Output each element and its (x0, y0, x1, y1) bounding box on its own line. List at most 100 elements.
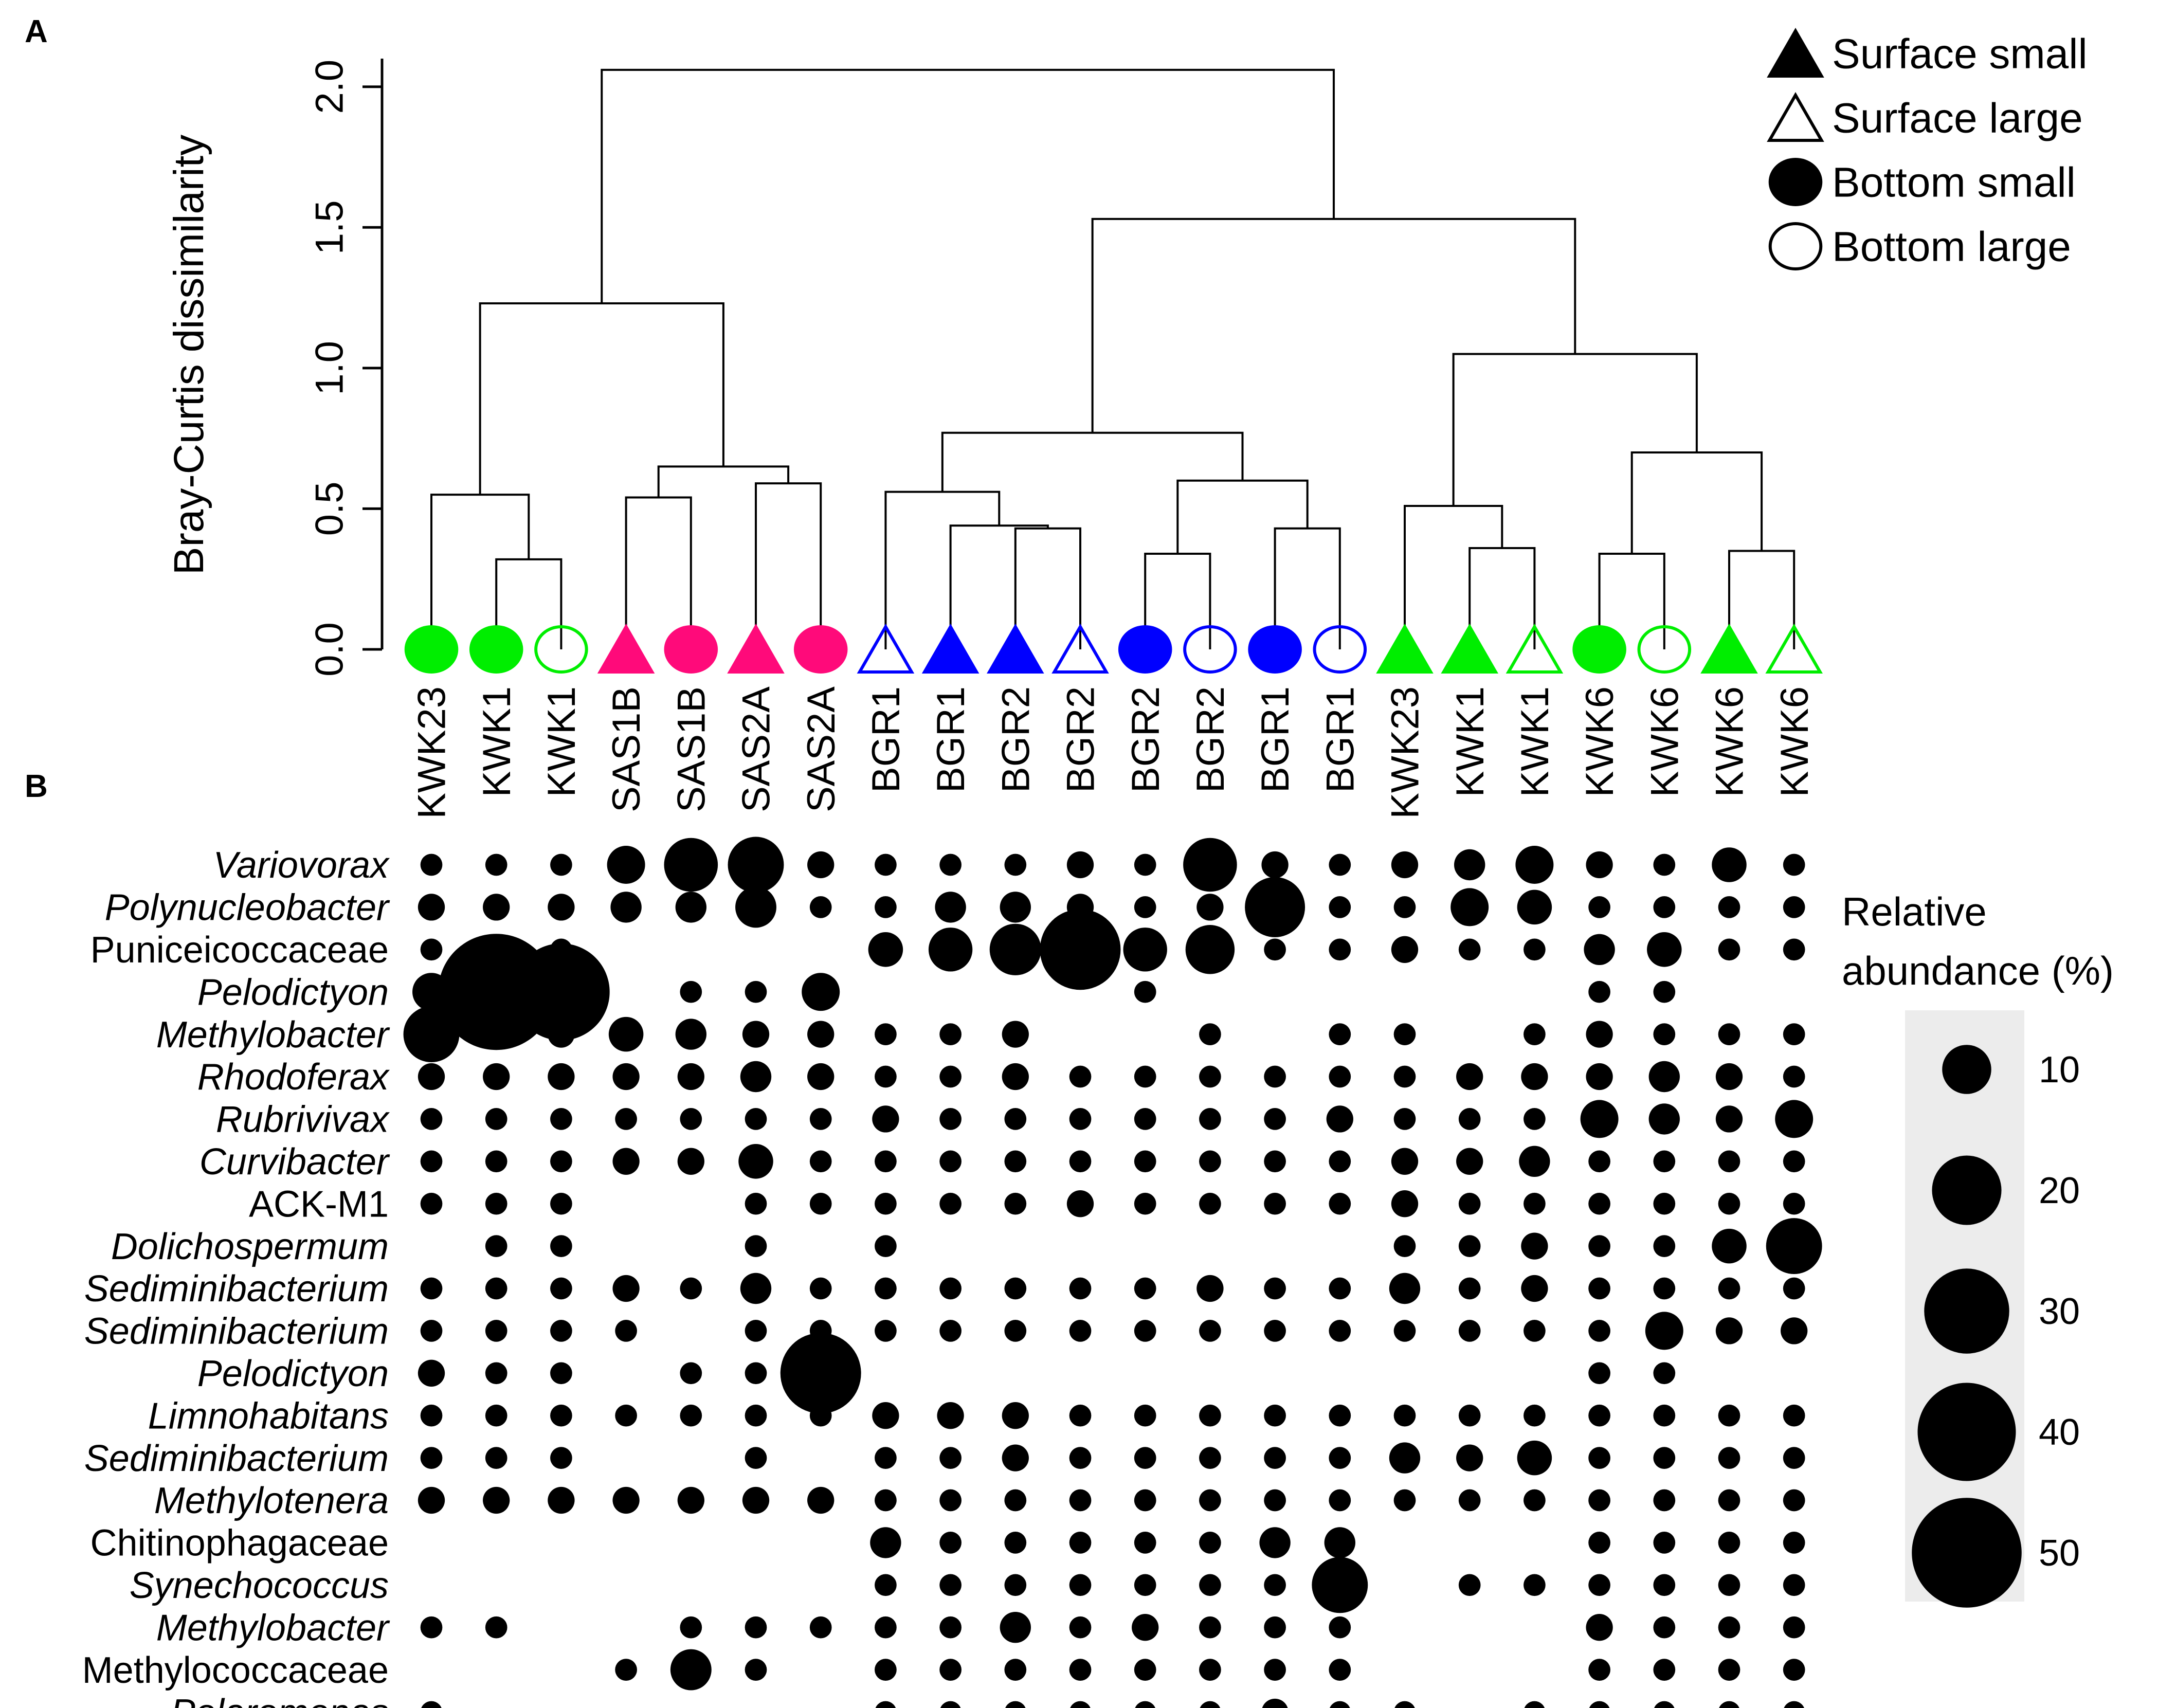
legend-triangle-filled-icon (1767, 27, 1824, 78)
bubble (742, 1486, 770, 1514)
leaf-triangle-marker (1051, 623, 1109, 674)
bubble (1783, 1277, 1805, 1300)
bubble (1393, 1235, 1416, 1257)
bubble (1069, 1065, 1092, 1088)
bubble (1066, 1190, 1094, 1218)
bubble (1719, 1701, 1739, 1708)
bubble (875, 1320, 897, 1342)
leaf-triangle-marker (1441, 623, 1498, 674)
bubble (1458, 1320, 1481, 1342)
legend-label: Bottom large (1832, 224, 2071, 270)
bubble (1458, 1489, 1481, 1512)
bubble (1245, 877, 1305, 937)
bubble (1783, 1447, 1805, 1469)
bubble (1264, 1192, 1286, 1215)
bubble (680, 980, 702, 1003)
bubble (1135, 1701, 1155, 1708)
bubble (1712, 1228, 1747, 1264)
bubble (1069, 1574, 1092, 1596)
bubble (1264, 1404, 1286, 1427)
bubble (1329, 1277, 1351, 1300)
dendrogram-branch (1014, 527, 1081, 649)
leaf-circle-marker (664, 625, 718, 674)
bubble (1134, 1659, 1156, 1681)
bubble (1718, 1532, 1740, 1554)
bubble (1132, 1614, 1159, 1641)
bubble (1329, 938, 1351, 961)
leaf-triangle-marker (1700, 623, 1758, 674)
panel-a-label: A (25, 14, 48, 49)
bubble (1588, 1235, 1610, 1257)
size-legend-value: 50 (2039, 1533, 2080, 1574)
bubble (1653, 1023, 1676, 1045)
size-legend-value: 10 (2039, 1049, 2080, 1091)
bubble (1783, 1192, 1805, 1215)
bubble (1040, 909, 1121, 990)
bubble (1393, 1108, 1416, 1130)
leaf-label: KWK23 (410, 686, 454, 819)
bubble (1783, 1574, 1805, 1596)
taxon-label: Methylotenera (154, 1480, 389, 1521)
bubble (1783, 1659, 1805, 1681)
bubble (677, 1148, 704, 1175)
bubble (1069, 1150, 1092, 1173)
bubble (485, 1277, 507, 1300)
bubble (1134, 1532, 1156, 1554)
bubble (485, 1150, 507, 1173)
bubble (1134, 1447, 1156, 1469)
dendrogram-branch (755, 482, 822, 649)
bubble (1588, 1362, 1610, 1385)
bubble (1648, 1061, 1680, 1093)
bubble (1329, 1320, 1351, 1342)
bubble (1391, 1148, 1419, 1175)
bubble (1588, 980, 1610, 1003)
bubble (807, 1486, 835, 1514)
bubble (1004, 1108, 1027, 1130)
bubble (940, 1701, 961, 1708)
size-legend-title-2: abundance (%) (1842, 948, 2114, 993)
dendrogram-panel: Bray-Curtis dissimilarity 0.0 0.5 1.0 1.5 2.… (166, 59, 1823, 819)
bubble (1391, 851, 1419, 879)
bubble (1718, 896, 1740, 918)
dendrogram-branch (601, 68, 1335, 304)
bubble (403, 1006, 460, 1063)
leaf-label: BGR2 (1059, 686, 1103, 793)
leaf-label: KWK6 (1643, 686, 1686, 797)
bubble (670, 1649, 712, 1691)
bubble (1134, 1574, 1156, 1596)
bubble (608, 1016, 644, 1052)
bubble (1264, 1616, 1286, 1639)
bubble (875, 1574, 897, 1596)
bubble (780, 1333, 861, 1414)
bubble (1456, 1148, 1483, 1175)
bubble (1783, 896, 1805, 918)
bubble (1069, 1489, 1092, 1512)
bubble (1199, 1108, 1221, 1130)
bubble (1002, 1063, 1029, 1091)
bubble (485, 1320, 507, 1342)
leaf-label: BGR1 (929, 686, 973, 793)
size-legend-items: 10 20 30 40 50 (1912, 1045, 2080, 1608)
dendrogram-branch (1274, 527, 1341, 649)
bubble (1524, 1701, 1545, 1708)
bubble (483, 1063, 510, 1091)
bubble (1199, 1532, 1221, 1554)
dendrogram-branch (1091, 217, 1576, 433)
taxon-label: Pelodictyon (197, 1353, 389, 1394)
y-tick-label: 0.5 (308, 482, 352, 536)
bubble (875, 896, 897, 918)
bubble (483, 1021, 510, 1048)
leaf-label: KWK6 (1578, 686, 1622, 797)
taxon-label: Polaromonas (171, 1692, 389, 1708)
bubble (1389, 1442, 1421, 1474)
bubble (1450, 888, 1489, 926)
leaf-circle-marker (1183, 625, 1237, 674)
bubble (1521, 1232, 1548, 1260)
bubble (1004, 1489, 1027, 1512)
bubble (1264, 1065, 1286, 1088)
bubble (807, 1063, 835, 1091)
leaf-label: BGR1 (1254, 686, 1297, 793)
bubble (1519, 1146, 1550, 1177)
bubble (1123, 928, 1167, 972)
bubble (1718, 1616, 1740, 1639)
